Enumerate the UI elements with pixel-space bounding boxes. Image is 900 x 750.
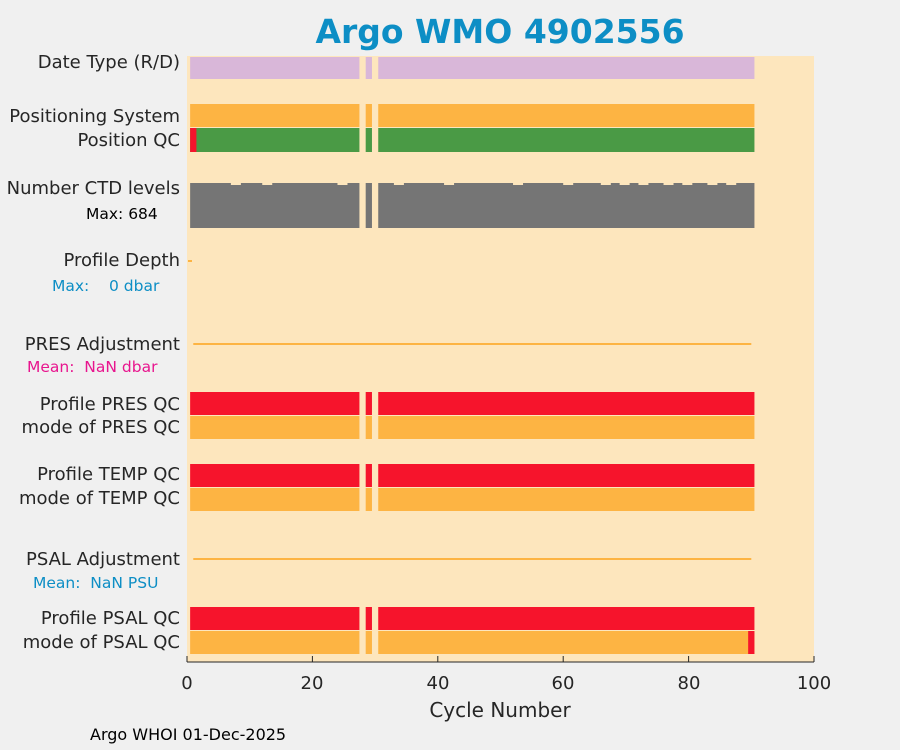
qc-bar-segment bbox=[365, 104, 372, 127]
row-label-ctd-levels: Number CTD levels bbox=[6, 178, 180, 199]
row-label-profile-psal-qc: Profile PSAL QC bbox=[40, 608, 180, 629]
qc-bar-segment bbox=[365, 607, 372, 630]
row-label-psal-adjustment: PSAL Adjustment bbox=[25, 549, 180, 570]
qc-bar-segment bbox=[378, 464, 755, 487]
ctd-level-notch bbox=[726, 183, 737, 185]
x-axis-label: Cycle Number bbox=[429, 698, 571, 722]
qc-bar-segment bbox=[378, 128, 755, 152]
profile-depth-max: Max: 0 dbar bbox=[52, 277, 160, 295]
qc-bar-segment bbox=[378, 104, 755, 127]
ctd-level-notch bbox=[444, 183, 455, 185]
ctd-level-notch bbox=[262, 183, 273, 185]
ctd-levels-max: Max: 684 bbox=[86, 205, 158, 223]
qc-bar-segment bbox=[378, 631, 755, 654]
ctd-level-notch bbox=[619, 183, 630, 185]
qc-bar-segment bbox=[378, 183, 755, 228]
ctd-level-notch bbox=[393, 183, 404, 185]
ctd-level-notch bbox=[763, 183, 774, 185]
ctd-level-notch bbox=[337, 183, 348, 185]
row-label-mode-temp-qc: mode of TEMP QC bbox=[18, 488, 180, 509]
row-label-date-type: Date Type (R/D) bbox=[37, 52, 180, 73]
x-tick-label: 80 bbox=[677, 673, 701, 694]
qc-bar-segment bbox=[378, 57, 755, 79]
row-label-positioning-system: Positioning System bbox=[9, 106, 180, 127]
ctd-level-notch bbox=[563, 183, 574, 185]
qc-bar-segment bbox=[365, 183, 372, 228]
row-label-profile-depth: Profile Depth bbox=[63, 250, 180, 271]
qc-bar-segment bbox=[190, 392, 360, 415]
ctd-level-notch bbox=[638, 183, 649, 185]
row-label-position-qc: Position QC bbox=[77, 130, 180, 151]
row-label-mode-pres-qc: mode of PRES QC bbox=[21, 417, 180, 438]
qc-bar-segment bbox=[190, 488, 360, 511]
qc-exception-mark bbox=[748, 631, 755, 654]
x-tick-label: 20 bbox=[300, 673, 324, 694]
qc-bar-segment bbox=[378, 607, 755, 630]
ctd-level-notch bbox=[513, 183, 524, 185]
x-tick-label: 0 bbox=[181, 673, 193, 694]
qc-bar-segment bbox=[190, 631, 360, 654]
qc-bar-segment bbox=[190, 128, 360, 152]
row-label-profile-pres-qc: Profile PRES QC bbox=[39, 394, 180, 415]
qc-bar-segment bbox=[190, 464, 360, 487]
qc-bar-segment bbox=[190, 607, 360, 630]
x-tick-label: 100 bbox=[796, 673, 832, 694]
qc-bar-segment bbox=[365, 464, 372, 487]
row-label-mode-psal-qc: mode of PSAL QC bbox=[22, 632, 180, 653]
plot-area bbox=[187, 56, 814, 662]
x-tick-label: 40 bbox=[426, 673, 450, 694]
qc-bar-segment bbox=[365, 631, 372, 654]
qc-exception-mark bbox=[190, 128, 197, 152]
qc-bar-segment bbox=[365, 392, 372, 415]
qc-bar-segment bbox=[365, 128, 372, 152]
ctd-level-notch bbox=[663, 183, 674, 185]
ctd-level-notch bbox=[707, 183, 718, 185]
chart-title: Argo WMO 4902556 bbox=[315, 12, 685, 51]
qc-bar-segment bbox=[378, 416, 755, 439]
row-label-profile-temp-qc: Profile TEMP QC bbox=[37, 464, 180, 485]
qc-bar-segment bbox=[365, 416, 372, 439]
psal-adjustment-mean: Mean: NaN PSU bbox=[33, 574, 159, 592]
qc-bar-segment bbox=[365, 57, 372, 79]
row-label-pres-adjustment: PRES Adjustment bbox=[24, 334, 180, 355]
qc-bar-segment bbox=[190, 183, 360, 228]
ctd-level-notch bbox=[682, 183, 693, 185]
qc-bar-segment bbox=[378, 488, 755, 511]
pres-adjustment-mean: Mean: NaN dbar bbox=[27, 358, 158, 376]
qc-bar-segment bbox=[190, 57, 360, 79]
x-tick-label: 60 bbox=[551, 673, 575, 694]
ctd-level-notch bbox=[230, 183, 241, 185]
qc-bar-segment bbox=[365, 488, 372, 511]
qc-bar-segment bbox=[190, 104, 360, 127]
qc-bar-segment bbox=[190, 416, 360, 439]
qc-bar-segment bbox=[378, 392, 755, 415]
ctd-level-notch bbox=[600, 183, 611, 185]
footer-credit: Argo WHOI 01-Dec-2025 bbox=[90, 725, 287, 744]
